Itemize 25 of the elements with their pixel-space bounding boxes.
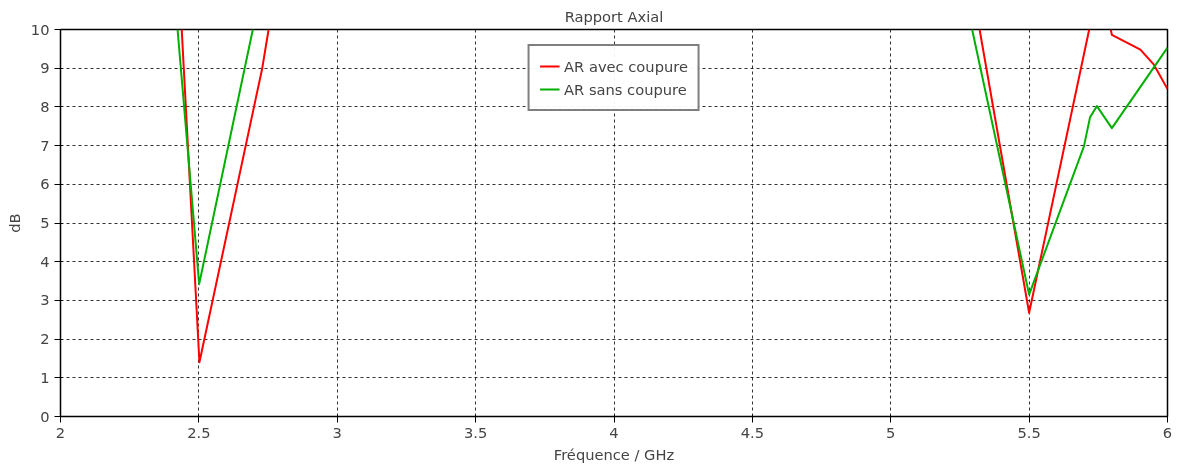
x-tick-label: 3.5	[463, 423, 488, 441]
y-tick-label: 4	[40, 252, 50, 270]
y-tick-label: 6	[40, 175, 50, 193]
x-tick-label: 2.5	[187, 423, 211, 441]
x-tick-label: 4	[609, 423, 619, 441]
y-tick-label: 0	[40, 407, 50, 425]
x-tick-label: 2	[55, 423, 66, 441]
y-tick-label: 7	[40, 136, 50, 154]
y-tick-label: 10	[30, 20, 50, 38]
y-tick-label: 9	[40, 59, 50, 77]
legend-label: AR sans coupure	[564, 80, 687, 98]
legend-label: AR avec coupure	[564, 57, 688, 75]
y-tick-label: 1	[40, 368, 50, 386]
y-tick-label: 5	[40, 214, 50, 231]
y-axis-title: dB	[5, 213, 23, 233]
x-tick-label: 5	[886, 423, 896, 441]
x-tick-label: 5.5	[1017, 423, 1041, 441]
x-tick-label: 3	[332, 423, 342, 441]
x-axis-title: Fréquence / GHz	[553, 445, 675, 463]
y-tick-label: 8	[40, 97, 50, 115]
y-tick-label: 3	[40, 291, 50, 309]
x-tick-label: 4.5	[740, 423, 765, 441]
y-tick-label: 2	[40, 330, 50, 348]
x-tick-label: 6	[1162, 423, 1173, 441]
chart-title: Rapport Axial	[564, 7, 664, 25]
